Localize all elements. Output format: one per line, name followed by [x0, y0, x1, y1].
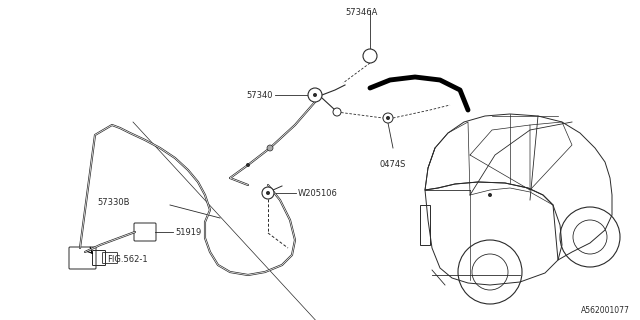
Text: 0474S: 0474S	[380, 160, 406, 169]
Text: 57340: 57340	[246, 91, 273, 100]
Text: A562001077: A562001077	[581, 306, 630, 315]
Text: W205106: W205106	[298, 188, 338, 197]
Circle shape	[386, 116, 390, 120]
Circle shape	[246, 163, 250, 167]
Circle shape	[266, 191, 270, 195]
Circle shape	[308, 88, 322, 102]
Circle shape	[313, 93, 317, 97]
Text: 57346A: 57346A	[345, 8, 378, 17]
Circle shape	[383, 113, 393, 123]
Circle shape	[363, 49, 377, 63]
Circle shape	[488, 193, 492, 197]
Text: FIG.562-1: FIG.562-1	[107, 255, 148, 265]
Text: 51919: 51919	[175, 228, 201, 236]
Circle shape	[333, 108, 341, 116]
Text: 57330B: 57330B	[97, 197, 130, 206]
Circle shape	[267, 145, 273, 151]
Circle shape	[262, 187, 274, 199]
